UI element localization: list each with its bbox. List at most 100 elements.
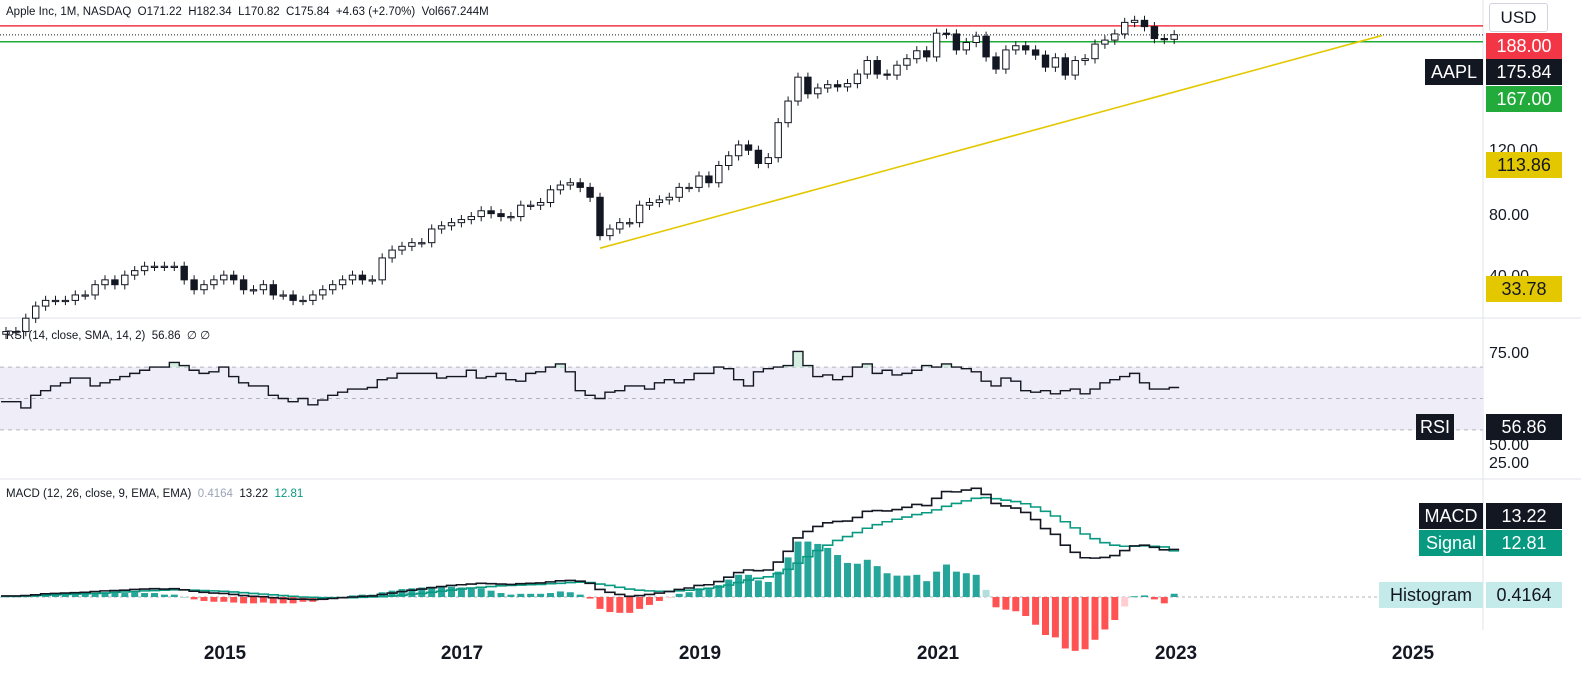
candle <box>576 182 584 188</box>
rsi-line <box>1 350 1180 409</box>
candle <box>675 186 683 198</box>
macd-histogram-bar <box>794 541 802 597</box>
year-label-2023: 2023 <box>1154 643 1198 664</box>
candle <box>546 189 555 204</box>
candle <box>299 299 307 303</box>
year-label-2015: 2015 <box>203 643 247 664</box>
macd-title: MACD (12, 26, close, 9, EMA, EMA) <box>6 488 192 500</box>
macd-histogram-bar <box>754 580 762 597</box>
macd-histogram-bar <box>101 592 109 597</box>
candle <box>309 294 317 301</box>
support-price-tag: 167.00 <box>1486 86 1562 112</box>
candle <box>428 228 436 244</box>
candle <box>22 317 30 333</box>
macd-histogram-bar <box>448 586 455 597</box>
candle <box>91 284 99 296</box>
change-value: +4.63 (+2.70%) <box>335 6 416 18</box>
candle <box>685 186 693 190</box>
candle <box>863 60 871 75</box>
rsi-legend[interactable]: RSI (14, close, SMA, 14, 2) 56.86 ∅ ∅ <box>6 328 210 342</box>
macd-histogram-bar <box>764 581 772 597</box>
macd-histogram-bar <box>1012 597 1020 612</box>
macd-histogram-bar <box>1101 597 1109 630</box>
year-label-2019: 2019 <box>678 643 722 664</box>
macd-histogram-bar <box>784 557 792 597</box>
candle <box>1012 45 1020 51</box>
candle <box>645 202 654 206</box>
macd-histogram-bar <box>972 574 980 597</box>
rsi-overbought-fill <box>793 351 803 368</box>
macd-histogram-bar <box>665 597 673 598</box>
macd-histogram-bar <box>596 597 604 609</box>
candle <box>784 100 792 124</box>
macd-histogram-bar <box>477 588 485 597</box>
macd-histogram-bar <box>527 593 535 597</box>
macd-histogram-bar <box>1002 597 1010 610</box>
trendline-low-price-tag: 33.78 <box>1486 276 1562 302</box>
candle <box>457 219 466 224</box>
macd-histogram-bar <box>81 593 89 597</box>
candle <box>378 257 386 281</box>
macd-histogram-bar <box>1150 597 1158 600</box>
candle <box>1091 43 1099 60</box>
macd-histogram-bar <box>170 594 178 597</box>
macd-histogram-bar <box>457 587 465 597</box>
macd-histogram-bar <box>240 597 248 604</box>
candle <box>734 144 743 157</box>
year-label-2025: 2025 <box>1391 643 1435 664</box>
rsi-legend-flags: ∅ ∅ <box>186 330 211 342</box>
candle <box>41 299 50 307</box>
macd-histogram-bar <box>289 597 297 604</box>
macd-legend[interactable]: MACD (12, 26, close, 9, EMA, EMA) 0.4164… <box>6 488 303 500</box>
macd-histogram-bar <box>556 591 564 597</box>
candle <box>972 35 980 43</box>
candle <box>447 222 456 227</box>
candle <box>230 274 238 281</box>
macd-histogram-bar <box>705 589 713 597</box>
candle <box>824 84 832 89</box>
candle <box>71 294 79 301</box>
macd-histogram-bar <box>695 588 703 597</box>
candle <box>893 64 901 76</box>
macd-histogram-bar <box>962 573 970 597</box>
macd-histogram-bar <box>151 593 158 597</box>
candle <box>1150 26 1159 40</box>
symbol-title: Apple Inc, 1M, NASDAQ <box>6 6 132 18</box>
rsi-overbought-fill <box>862 363 873 368</box>
macd-histogram-bar <box>220 597 228 602</box>
macd-histogram-bar <box>853 563 861 597</box>
candle <box>408 242 416 247</box>
high-value: H182.34 <box>188 6 232 18</box>
macd-histogram-bar <box>467 588 475 597</box>
macd-histogram-bar <box>408 588 416 597</box>
candle <box>556 184 565 191</box>
macd-histogram-bar <box>1051 597 1059 638</box>
histogram-label-tag: Histogram <box>1379 582 1483 608</box>
macd-histogram-bar <box>1131 596 1139 598</box>
macd-histogram-bar <box>1091 597 1099 640</box>
candle <box>1121 21 1129 35</box>
candle <box>368 279 377 282</box>
candle <box>437 225 446 230</box>
macd-histogram-bar <box>725 579 733 597</box>
candle <box>319 289 327 296</box>
candle <box>952 33 961 51</box>
rsi-overbought-fill <box>555 363 566 368</box>
candle <box>754 149 763 164</box>
candle <box>180 265 188 281</box>
macd-legend-macd: 13.22 <box>239 488 269 500</box>
candle <box>843 83 852 88</box>
candle <box>616 222 624 230</box>
macd-histogram-bar <box>675 593 683 597</box>
macd-histogram-bar <box>893 575 901 597</box>
macd-histogram-bar <box>903 575 911 597</box>
candle <box>388 249 396 259</box>
candle <box>1002 49 1010 70</box>
candle <box>131 270 139 276</box>
macd-histogram-bar <box>487 590 495 597</box>
currency-button[interactable]: USD <box>1489 3 1548 32</box>
candle <box>1170 34 1178 40</box>
macd-histogram-bar <box>873 566 881 597</box>
rsi-overbought-fill <box>179 365 190 368</box>
